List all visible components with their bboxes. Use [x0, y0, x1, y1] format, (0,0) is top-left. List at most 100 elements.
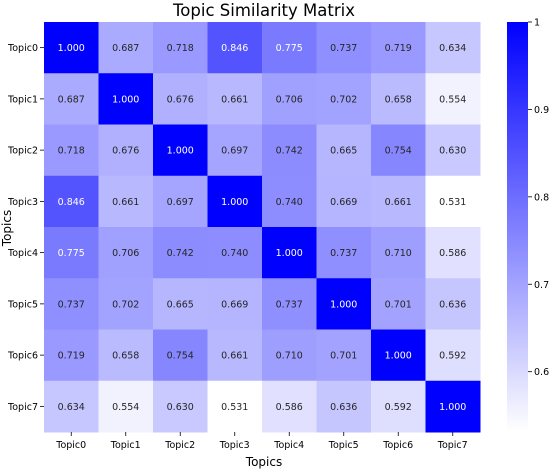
heatmap-cell	[207, 329, 263, 382]
cell-value-label: 0.634	[58, 402, 85, 413]
y-tick-label: Topic2	[7, 146, 38, 157]
heatmap-cell	[44, 329, 99, 382]
heatmap-cell	[44, 124, 99, 177]
cell-value-label: 0.740	[276, 197, 303, 208]
heatmap-cell	[316, 380, 372, 433]
cell-value-label: 0.846	[221, 43, 248, 54]
heatmap-cell	[316, 73, 372, 125]
y-tick-label: Topic4	[7, 248, 38, 259]
heatmap-cell	[153, 73, 208, 125]
heatmap-cell	[153, 22, 208, 74]
cell-value-label: 1.000	[385, 351, 412, 362]
heatmap-cell	[98, 227, 154, 279]
heatmap-cell	[207, 124, 263, 177]
heatmap-cell	[425, 73, 481, 125]
cell-value-label: 0.706	[112, 248, 139, 259]
cell-value-label: 0.718	[167, 43, 194, 54]
cell-value-label: 0.719	[385, 43, 412, 54]
heatmap-cell	[371, 175, 426, 228]
heatmap-cell	[371, 73, 426, 125]
cell-value-label: 1.000	[221, 197, 248, 208]
heatmap-cell	[262, 380, 317, 433]
cell-value-label: 0.630	[439, 146, 466, 157]
cell-value-label: 0.636	[330, 402, 357, 413]
cell-value-label: 0.661	[221, 351, 248, 362]
heatmap-cell	[207, 278, 263, 330]
cell-value-label: 0.554	[439, 94, 466, 105]
cell-value-label: 0.718	[58, 146, 85, 157]
cell-value-label: 0.592	[385, 402, 412, 413]
heatmap-cell	[425, 278, 481, 330]
heatmap-cell	[262, 227, 317, 279]
heatmap-cell	[371, 380, 426, 433]
heatmap-cell-labels: 1.000 0.687 0.718 0.846 0.775 0.737 0.719 0.634…	[58, 43, 467, 413]
heatmap-cell	[371, 329, 426, 382]
heatmap-cell	[98, 124, 154, 177]
cell-value-label: 1.000	[439, 402, 466, 413]
heatmap-cell	[316, 124, 372, 177]
cell-value-label: 0.697	[221, 146, 248, 157]
cell-value-label: 0.658	[112, 351, 139, 362]
cell-value-label: 0.737	[330, 43, 357, 54]
cell-value-label: 0.676	[112, 146, 139, 157]
cell-value-label: 0.701	[330, 351, 357, 362]
colorbar-tick-label: 0.7	[534, 280, 549, 291]
heatmap-cell	[207, 227, 263, 279]
cell-value-label: 0.630	[167, 402, 194, 413]
heatmap-cell	[425, 175, 481, 228]
heatmap-cell	[44, 227, 99, 279]
heatmap-cell	[153, 329, 208, 382]
heatmap-cell	[98, 380, 154, 433]
cell-value-label: 0.586	[439, 248, 466, 259]
cell-value-label: 0.665	[167, 299, 194, 310]
heatmap-cell	[98, 22, 154, 74]
colorbar-tick-label: 1	[534, 18, 540, 29]
y-axis-ticks: Topic0 Topic1 Topic2 Topic3 Topic4 Topic5 Topi…	[7, 43, 44, 413]
cell-value-label: 0.531	[439, 197, 466, 208]
y-tick-label: Topic6	[7, 351, 38, 362]
y-tick-label: Topic7	[7, 402, 38, 413]
cell-value-label: 0.737	[58, 299, 85, 310]
cell-value-label: 0.740	[221, 248, 248, 259]
x-tick-label: Topic1	[110, 440, 141, 451]
heatmap-cell	[153, 124, 208, 177]
cell-value-label: 0.754	[167, 351, 194, 362]
heatmap-cell	[316, 278, 372, 330]
y-tick-label: Topic5	[7, 299, 38, 310]
colorbar-gradient	[507, 22, 528, 432]
heatmap-cells	[44, 22, 481, 433]
heatmap-cell	[153, 175, 208, 228]
heatmap-cell	[207, 175, 263, 228]
cell-value-label: 0.687	[112, 43, 139, 54]
cell-value-label: 1.000	[330, 299, 357, 310]
heatmap-cell	[153, 380, 208, 433]
cell-value-label: 0.702	[112, 299, 139, 310]
heatmap-cell	[262, 175, 317, 228]
heatmap-cell	[316, 329, 372, 382]
heatmap-cell	[425, 329, 481, 382]
x-tick-label: Topic4	[273, 440, 304, 451]
cell-value-label: 0.669	[330, 197, 357, 208]
cell-value-label: 0.661	[221, 94, 248, 105]
cell-value-label: 0.687	[58, 94, 85, 105]
heatmap-cell	[316, 175, 372, 228]
heatmap-cell	[44, 22, 99, 74]
cell-value-label: 0.554	[112, 402, 139, 413]
y-tick-label: Topic1	[7, 94, 38, 105]
heatmap-cell	[44, 278, 99, 330]
heatmap-cell	[207, 22, 263, 74]
cell-value-label: 0.742	[167, 248, 194, 259]
x-tick-label: Topic7	[437, 440, 468, 451]
heatmap-cell	[98, 278, 154, 330]
heatmap-cell	[316, 227, 372, 279]
colorbar-tick-label: 0.6	[534, 367, 549, 378]
chart-title: Topic Similarity Matrix	[172, 1, 355, 20]
cell-value-label: 0.737	[330, 248, 357, 259]
heatmap-cell	[153, 227, 208, 279]
heatmap-cell	[425, 22, 481, 74]
cell-value-label: 0.661	[385, 197, 412, 208]
colorbar-tick-label: 0.8	[534, 192, 549, 203]
cell-value-label: 1.000	[58, 43, 85, 54]
heatmap-cell	[207, 73, 263, 125]
heatmap-cell	[44, 380, 99, 433]
